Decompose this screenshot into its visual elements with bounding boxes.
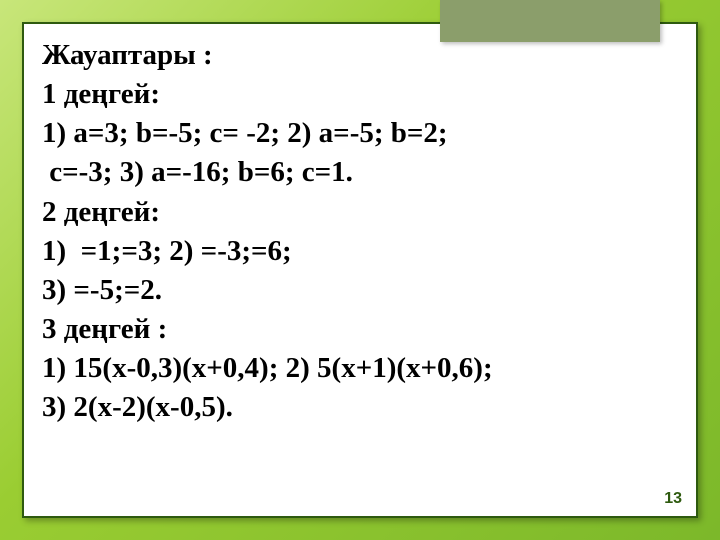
text-line: 3 деңгей : [42,310,678,349]
text-line: 2 деңгей: [42,193,678,232]
text-line: 3) =-5;=2. [42,271,678,310]
text-line: 3) 2(х-2)(х-0,5). [42,388,678,427]
page-number: 13 [664,490,682,508]
text-line: 1) =1;=3; 2) =-3;=6; [42,232,678,271]
text-line: 1 деңгей: [42,75,678,114]
text-line: с=-3; 3) а=-16; b=6; с=1. [42,153,678,192]
text-line: 1) 15(х-0,3)(х+0,4); 2) 5(х+1)(х+0,6); [42,349,678,388]
slide-tab [440,0,660,42]
text-line: 1) а=3; b=-5; с= -2; 2) а=-5; b=2; [42,114,678,153]
content-card: Жауаптары : 1 деңгей: 1) а=3; b=-5; с= -… [22,22,698,518]
